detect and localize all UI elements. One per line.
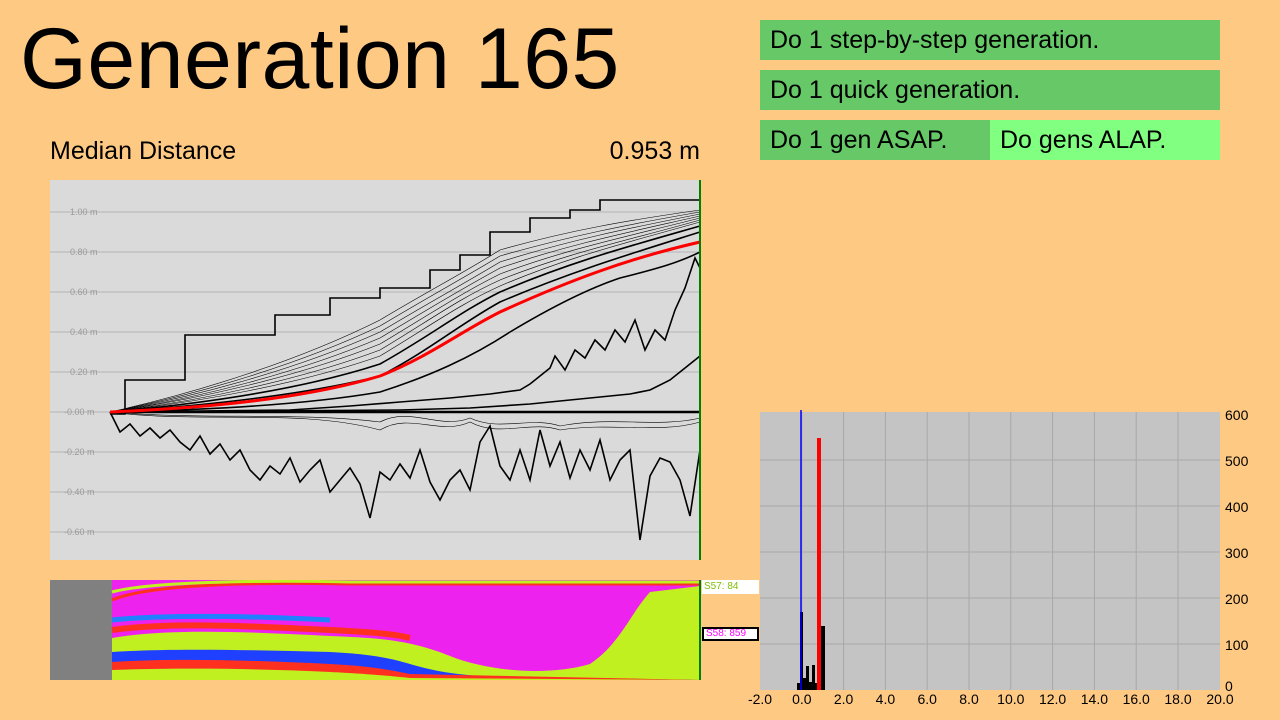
y-tick-label: 200	[1225, 591, 1249, 607]
x-tick-label: 20.0	[1206, 691, 1233, 707]
distance-histogram: -2.0 0.0 2.0 4.0 6.0 8.0 10.0 12.0 14.0 …	[748, 407, 1249, 707]
y-tick-label: 0.40 m	[70, 327, 98, 337]
y-tick-label: 0	[1225, 678, 1233, 694]
x-tick-label: 16.0	[1123, 691, 1150, 707]
y-tick-label: 100	[1225, 637, 1249, 653]
generation-title: Generation 165	[20, 11, 620, 107]
median-line	[109, 240, 701, 414]
median-distance-label: Median Distance	[50, 137, 237, 165]
species-top-text: S57: 84	[704, 581, 739, 592]
y-tick-label: 300	[1225, 545, 1249, 561]
median-distance-value: 0.953 m	[609, 137, 700, 165]
x-tick-label: 2.0	[834, 691, 854, 707]
y-tick-label: 500	[1225, 453, 1249, 469]
x-tick-label: 6.0	[917, 691, 937, 707]
x-tick-label: 12.0	[1039, 691, 1066, 707]
y-tick-label: 600	[1225, 407, 1249, 423]
gen-asap-button[interactable]: Do 1 gen ASAP.	[760, 120, 990, 160]
x-tick-label: 0.0	[792, 691, 812, 707]
x-tick-label: 18.0	[1164, 691, 1191, 707]
x-tick-label: 14.0	[1081, 691, 1108, 707]
species-label-bottom: S58: 859	[702, 627, 759, 641]
species-stack-chart	[50, 580, 701, 680]
x-tick-label: -2.0	[748, 691, 772, 707]
y-tick-label: -0.40 m	[64, 487, 95, 497]
y-tick-label: 1.00 m	[70, 207, 98, 217]
y-tick-label: -0.60 m	[64, 527, 95, 537]
y-tick-label: -0.00 m	[64, 407, 95, 417]
quick-generation-button[interactable]: Do 1 quick generation.	[760, 70, 1220, 110]
species-label-top: S57: 84	[702, 580, 759, 594]
y-tick-label: 0.20 m	[70, 367, 98, 377]
gens-alap-button[interactable]: Do gens ALAP.	[990, 120, 1220, 160]
x-tick-label: 8.0	[959, 691, 979, 707]
percentile-graph: 1.00 m 0.80 m 0.60 m 0.40 m 0.20 m -0.00…	[50, 180, 701, 560]
y-tick-label: 0.80 m	[70, 247, 98, 257]
x-tick-label: 4.0	[876, 691, 896, 707]
y-tick-label: 0.60 m	[70, 287, 98, 297]
step-by-step-generation-button[interactable]: Do 1 step-by-step generation.	[760, 20, 1220, 60]
x-tick-label: 10.0	[997, 691, 1024, 707]
species-bottom-text: S58: 859	[706, 628, 747, 639]
y-tick-label: 400	[1225, 499, 1249, 515]
y-tick-label: -0.20 m	[64, 447, 95, 457]
